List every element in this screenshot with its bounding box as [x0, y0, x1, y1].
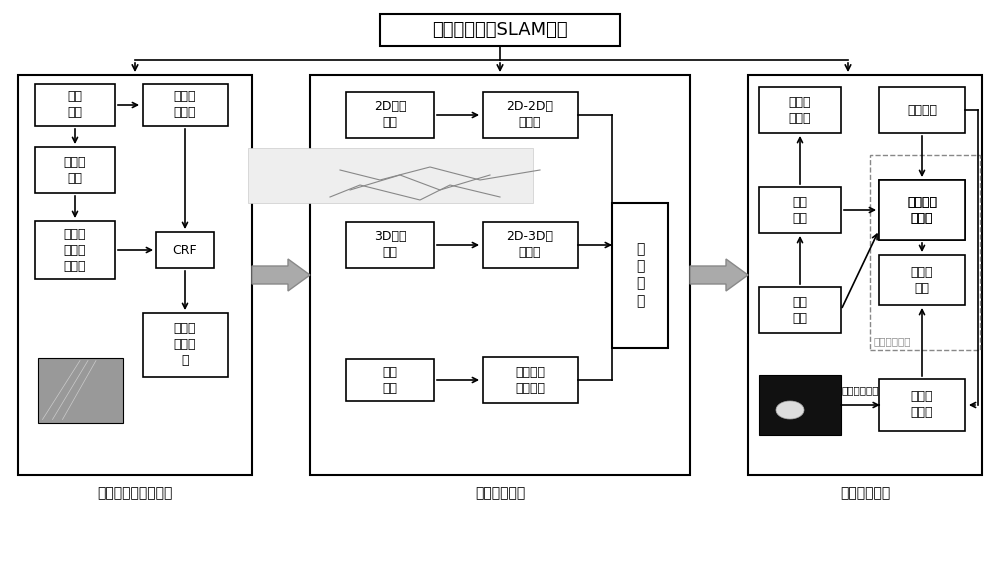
FancyBboxPatch shape [346, 222, 434, 268]
Polygon shape [252, 259, 310, 291]
FancyBboxPatch shape [38, 358, 122, 423]
Text: 静态环
境重建: 静态环 境重建 [789, 95, 811, 124]
Text: 运动
目标: 运动 目标 [792, 295, 808, 324]
FancyBboxPatch shape [346, 92, 434, 138]
FancyBboxPatch shape [482, 92, 578, 138]
FancyBboxPatch shape [879, 379, 965, 431]
FancyBboxPatch shape [346, 359, 434, 401]
FancyBboxPatch shape [18, 75, 252, 475]
Text: 精
确
定
位: 精 确 定 位 [636, 242, 644, 308]
Text: 深度
信息: 深度 信息 [792, 195, 808, 224]
FancyBboxPatch shape [380, 14, 620, 46]
FancyBboxPatch shape [870, 155, 980, 350]
FancyBboxPatch shape [35, 147, 115, 193]
Text: 2D静态
环境: 2D静态 环境 [374, 101, 406, 129]
FancyBboxPatch shape [35, 84, 115, 126]
Text: 3D静态
环境: 3D静态 环境 [374, 231, 406, 259]
Text: 极几何
约束运
动分割: 极几何 约束运 动分割 [64, 228, 86, 272]
Text: 预测及更
新地图: 预测及更 新地图 [907, 195, 937, 224]
Text: 动态物
体跟踪: 动态物 体跟踪 [911, 390, 933, 419]
FancyBboxPatch shape [748, 75, 982, 475]
Text: 相机精确定位: 相机精确定位 [475, 486, 525, 500]
Text: 语义分
割结果: 语义分 割结果 [174, 90, 196, 120]
FancyBboxPatch shape [879, 180, 965, 240]
Text: 相机
帧流: 相机 帧流 [68, 90, 82, 120]
FancyBboxPatch shape [759, 187, 841, 233]
Ellipse shape [776, 401, 804, 419]
Text: 预测及更
新地图: 预测及更 新地图 [907, 195, 937, 224]
FancyBboxPatch shape [156, 232, 214, 268]
FancyBboxPatch shape [759, 87, 841, 133]
FancyBboxPatch shape [143, 84, 228, 126]
FancyBboxPatch shape [759, 287, 841, 333]
Text: 动态物体重建: 动态物体重建 [873, 336, 910, 346]
FancyBboxPatch shape [482, 222, 578, 268]
FancyBboxPatch shape [35, 221, 115, 279]
FancyBboxPatch shape [879, 255, 965, 305]
FancyBboxPatch shape [879, 180, 965, 240]
Text: 移动目标、运动分割: 移动目标、运动分割 [97, 486, 173, 500]
Polygon shape [690, 259, 748, 291]
FancyBboxPatch shape [143, 313, 228, 377]
FancyBboxPatch shape [248, 147, 532, 202]
Text: 空间一
致性: 空间一 致性 [911, 266, 933, 294]
Text: 对象级
精细分
割: 对象级 精细分 割 [174, 323, 196, 367]
Text: CRF: CRF [173, 244, 197, 257]
Text: 体积小速度快: 体积小速度快 [841, 385, 879, 395]
Text: 动态场景重建: 动态场景重建 [840, 486, 890, 500]
FancyBboxPatch shape [612, 202, 668, 347]
Text: 特征点
提取: 特征点 提取 [64, 155, 86, 185]
Text: 2D-2D相
机定位: 2D-2D相 机定位 [507, 101, 554, 129]
FancyBboxPatch shape [879, 87, 965, 133]
FancyBboxPatch shape [759, 375, 841, 435]
FancyBboxPatch shape [482, 357, 578, 403]
Text: 动态场景视觉SLAM架构: 动态场景视觉SLAM架构 [432, 21, 568, 39]
Text: 已有地图: 已有地图 [907, 103, 937, 116]
FancyBboxPatch shape [310, 75, 690, 475]
Text: 运动
目标: 运动 目标 [382, 366, 398, 394]
Text: 数据关联
相机定位: 数据关联 相机定位 [515, 366, 545, 394]
Text: 2D-3D相
机定位: 2D-3D相 机定位 [507, 231, 554, 259]
